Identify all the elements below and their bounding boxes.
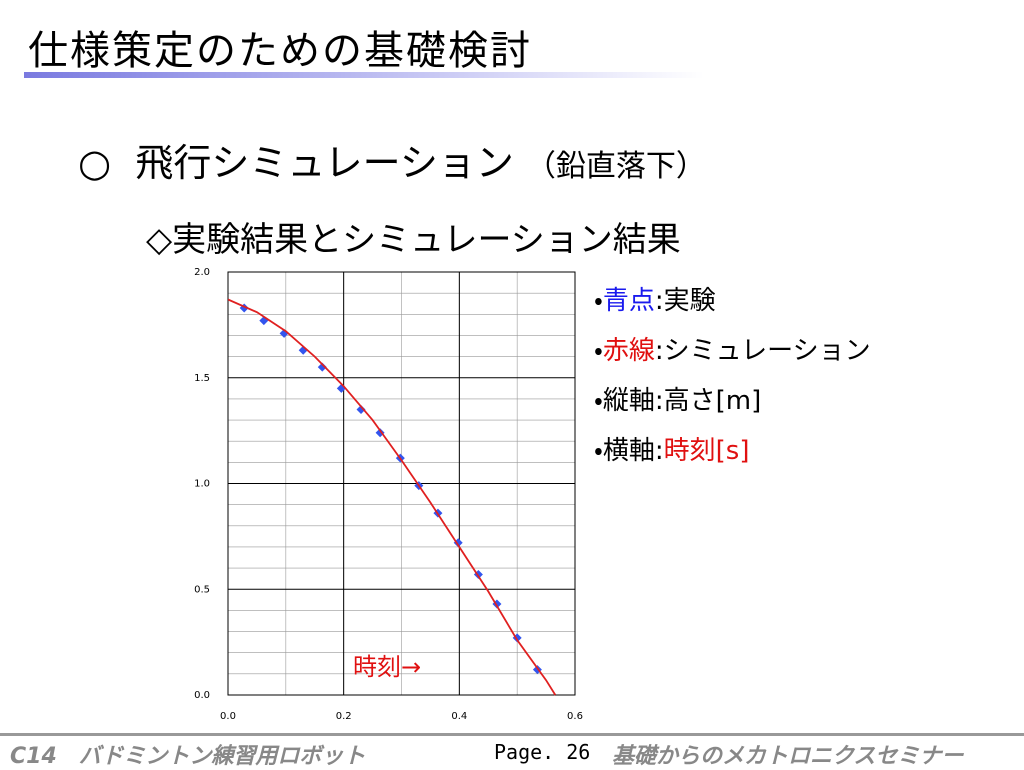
y-tick-label: 0.0 xyxy=(194,690,210,701)
heading: ○ 飛行シミュレーション （鉛直落下） xyxy=(78,132,706,187)
annotation: 時刻→ xyxy=(353,653,421,681)
y-tick-label: 0.5 xyxy=(194,584,210,595)
subheading: ◇実験結果とシミュレーション結果 xyxy=(146,220,681,260)
footer-course: C14 バドミントン練習用ロボット xyxy=(10,744,366,769)
data-point xyxy=(317,362,327,372)
note-desc: シミュレーション xyxy=(663,336,871,366)
x-tick-label: 0.0 xyxy=(220,711,236,722)
note-item: ・縦軸:高さ[m] xyxy=(594,376,871,426)
note-term: 横軸 xyxy=(602,436,655,466)
title-underline xyxy=(24,72,704,78)
note-item: ・青点:実験 xyxy=(594,276,871,326)
y-tick-label: 2.0 xyxy=(194,267,210,278)
heading-note: （鉛直落下） xyxy=(525,149,706,184)
footer-rule xyxy=(0,733,1024,736)
x-tick-label: 0.2 xyxy=(336,711,352,722)
note-sep: : xyxy=(654,386,664,416)
x-tick-label: 0.6 xyxy=(567,711,583,722)
plot-frame xyxy=(227,271,576,696)
note-sep: : xyxy=(654,436,664,466)
note-sep: : xyxy=(654,336,664,366)
footer-seminar: 基礎からのメカトロニクスセミナー xyxy=(612,744,964,769)
note-desc: 時刻[s] xyxy=(663,436,750,466)
note-sep: : xyxy=(654,286,664,316)
note-desc: 高さ[m] xyxy=(663,386,762,416)
note-item: ・横軸:時刻[s] xyxy=(594,426,871,476)
bullet: ・ xyxy=(594,286,603,316)
data-point xyxy=(259,316,269,326)
slide-title: 仕様策定のための基礎検討 xyxy=(28,28,532,74)
data-point xyxy=(298,345,308,355)
note-item: ・赤線:シミュレーション xyxy=(594,326,871,376)
note-term: 赤線 xyxy=(602,336,655,366)
chart: 0.0 0.5 1.0 1.5 2.0 0.0 0.2 0.4 0.6 時刻→ xyxy=(194,267,583,722)
bullet: ・ xyxy=(594,386,603,416)
note-term: 縦軸 xyxy=(602,386,655,416)
heading-mark: ○ xyxy=(78,141,112,185)
footer-page: Page. 26 xyxy=(494,740,591,764)
heading-text: 飛行シミュレーション xyxy=(135,141,514,185)
y-tick-label: 1.0 xyxy=(194,479,210,490)
notes: ・青点:実験 ・赤線:シミュレーション ・縦軸:高さ[m] ・横軸:時刻[s] xyxy=(594,276,871,476)
bullet: ・ xyxy=(594,336,603,366)
note-term: 青点 xyxy=(602,286,655,316)
x-tick-label: 0.4 xyxy=(451,711,467,722)
data-point xyxy=(453,538,463,548)
simulation-line xyxy=(228,298,557,696)
bullet: ・ xyxy=(594,436,603,466)
data-point xyxy=(356,404,366,414)
y-tick-label: 1.5 xyxy=(194,373,210,384)
note-desc: 実験 xyxy=(663,286,716,316)
